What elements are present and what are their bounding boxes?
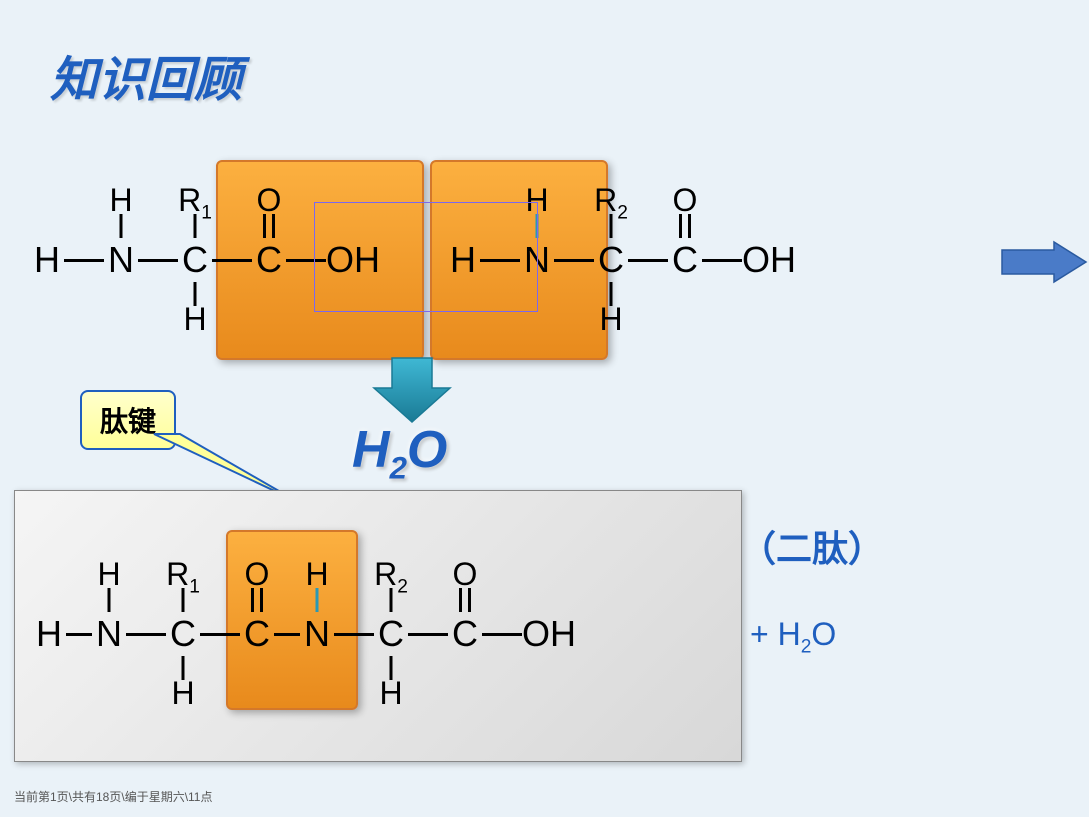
atom-C: C — [244, 614, 270, 654]
water-formation-box — [314, 202, 538, 312]
down-arrow-icon — [372, 356, 452, 426]
dipeptide-molecule: H H N R1 C H O C H N R2 C H O C — [32, 614, 576, 654]
h2o-label: H2O — [352, 420, 447, 486]
atom-H-bot: H — [379, 675, 402, 712]
atom-N: N — [96, 614, 122, 654]
atom-H: H — [36, 614, 62, 654]
atom-C: C — [256, 240, 282, 280]
atom-C: C — [598, 240, 624, 280]
atom-C: C — [672, 240, 698, 280]
footer-text: 当前第1页\共有18页\编于星期六\11点 — [14, 788, 212, 805]
atom-H: H — [34, 240, 60, 280]
atom-OH: OH — [522, 614, 576, 654]
right-arrow-icon — [1000, 240, 1088, 284]
atom-H-bot: H — [183, 301, 206, 338]
atom-OH: OH — [742, 240, 796, 280]
atom-H-bot: H — [171, 675, 194, 712]
atom-C: C — [182, 240, 208, 280]
plus-h2o-label: + H2O — [750, 616, 836, 658]
page-title: 知识回顾 — [50, 40, 242, 110]
dipeptide-text-label: （二肽） — [740, 520, 884, 572]
atom-C: C — [170, 614, 196, 654]
atom-C: C — [378, 614, 404, 654]
atom-N: N — [108, 240, 134, 280]
atom-N: N — [304, 614, 330, 654]
atom-C: C — [452, 614, 478, 654]
atom-H-bot: H — [599, 301, 622, 338]
